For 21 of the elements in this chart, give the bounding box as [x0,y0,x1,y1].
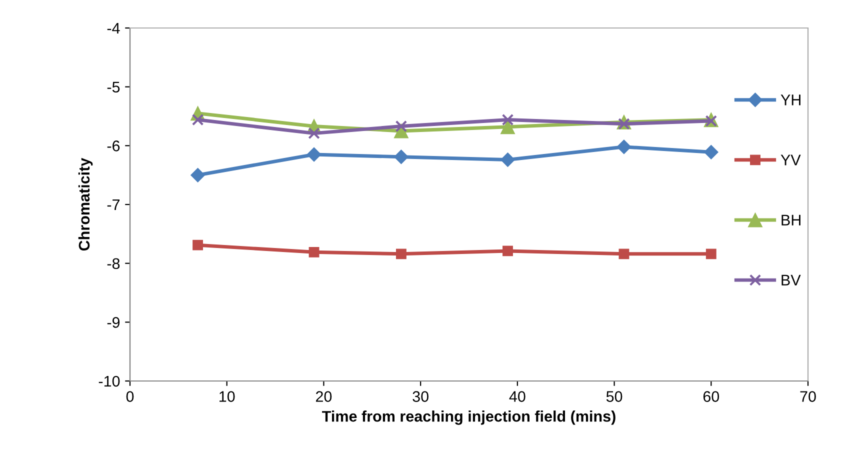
legend-label: BV [782,274,801,286]
x-tick-label: 10 [220,391,235,402]
legend-label: YH [780,94,800,106]
y-axis-title: Chromaticity [78,158,93,251]
y-tick-label: -10 [98,376,120,387]
x-tick-label: 20 [316,391,332,402]
y-tick-label: -5 [107,82,120,93]
x-tick-label: 70 [800,391,816,402]
x-tick-label: 30 [412,391,428,402]
x-tick-label: 40 [509,391,526,402]
y-tick-label: -8 [107,258,120,270]
y-tick-label: -4 [107,23,120,34]
x-tick-label: 60 [703,391,720,402]
legend-label: BH [782,214,800,226]
y-tick-label: -6 [107,140,120,152]
x-axis-title: Time from reaching injection field (mins) [322,410,616,425]
x-tick-label: 0 [126,391,134,402]
x-tick-label: 50 [606,391,622,402]
legend-label: YV [780,154,801,166]
y-tick-label: -9 [107,317,120,328]
y-tick-label: -7 [107,200,120,210]
